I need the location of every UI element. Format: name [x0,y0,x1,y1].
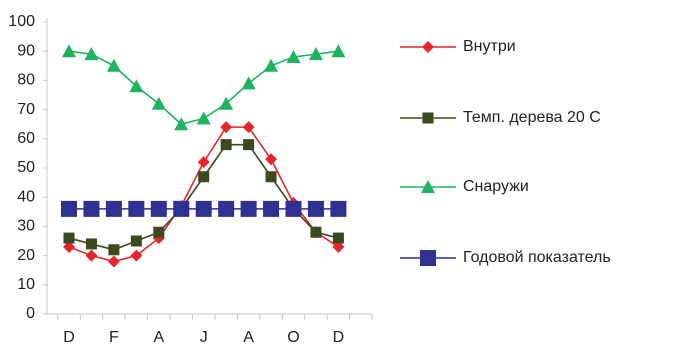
x-tick-label: O [287,329,299,346]
x-tick-label: J [200,329,208,346]
y-tick-label: 50 [17,159,35,176]
marker [63,232,75,244]
marker [330,200,347,217]
series-line [68,126,339,263]
marker [219,96,234,110]
marker [220,139,232,151]
marker [265,153,278,166]
x-tick-label: A [243,329,254,346]
marker [85,238,97,250]
marker [218,200,235,217]
marker [174,117,189,131]
y-tick-label: 0 [26,305,35,322]
marker [285,200,302,217]
y-tick-label: 70 [17,101,35,118]
y-tick-label: 60 [17,130,35,147]
marker [240,200,257,217]
marker [286,50,301,64]
marker [197,156,210,169]
marker [241,76,256,90]
x-tick-label: D [63,329,75,346]
marker [308,47,323,61]
marker [220,121,233,134]
marker [105,200,122,217]
marker [62,44,76,58]
marker [173,200,190,217]
marker [198,171,210,183]
legend-label: Внутри [463,38,516,55]
marker [265,171,277,183]
legend-marker [420,250,436,266]
marker [106,58,121,72]
legend-item: Внутри [400,38,516,55]
marker [130,249,143,262]
marker [63,240,75,253]
legend-label: Годовой показатель [463,249,611,266]
y-tick-label: 80 [17,72,35,89]
marker [307,200,324,217]
marker [195,200,212,217]
marker [83,200,100,217]
marker [150,200,167,217]
marker [243,139,255,151]
legend-item: Снаружи [400,178,529,195]
marker [130,235,142,247]
y-tick-label: 90 [17,42,35,59]
marker [332,240,345,253]
legend-label: Темп. дерева 20 С [463,109,601,126]
legend-marker [422,112,434,124]
marker [129,79,144,93]
y-tick-label: 20 [17,247,35,264]
marker [264,58,279,72]
legend-marker [422,41,434,53]
marker [107,255,120,268]
y-tick-label: 10 [17,276,35,293]
legend-item: Годовой показатель [400,249,611,266]
marker [310,226,322,238]
marker [85,249,98,262]
x-tick-label: D [333,329,345,346]
marker [151,96,166,110]
y-tick-label: 30 [17,218,35,235]
marker [84,47,99,61]
y-tick-label: 100 [8,13,35,30]
legend-label: Снаружи [463,178,529,195]
marker [153,226,165,238]
y-tick-label: 40 [17,188,35,205]
marker [128,200,145,217]
marker [242,121,255,134]
x-tick-label: F [109,329,119,346]
x-tick-label: A [153,329,164,346]
marker [108,244,120,256]
marker [263,200,280,217]
marker [331,44,346,58]
legend-item: Темп. дерева 20 С [400,109,601,126]
marker [196,111,211,125]
marker [332,232,344,244]
marker [61,200,77,217]
legend-marker [421,180,435,193]
